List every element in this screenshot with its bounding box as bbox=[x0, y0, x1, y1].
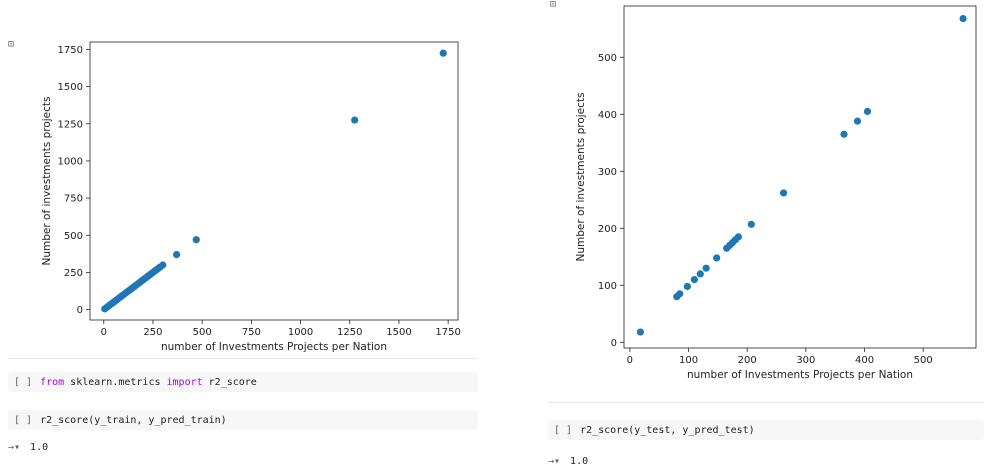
x-tick-label: 0 bbox=[101, 327, 107, 338]
data-point bbox=[439, 49, 447, 57]
x-tick-label: 400 bbox=[855, 355, 874, 366]
run-cell-button[interactable]: [ ] bbox=[14, 414, 33, 426]
y-axis-label: Number of investments projects bbox=[41, 97, 53, 266]
output-toggle-icon[interactable]: →▾ bbox=[548, 455, 561, 467]
y-tick-label: 1500 bbox=[58, 82, 83, 93]
output-value: 1.0 bbox=[570, 455, 589, 467]
data-point bbox=[702, 264, 710, 272]
y-tick-label: 200 bbox=[598, 224, 617, 235]
y-tick-label: 1750 bbox=[58, 45, 83, 56]
data-point bbox=[351, 116, 359, 124]
code-text: r2_score(y_test, y_pred_test) bbox=[580, 424, 755, 436]
plot-frame bbox=[623, 5, 977, 349]
x-tick-label: 1000 bbox=[288, 327, 313, 338]
scatter-chart-train: 0 250 500 750 1000 1250 1500 1750 0 250 500 750 1000… bbox=[41, 41, 461, 353]
left-notebook-pane: ⊡ 0 250 500 750 1000 1250 1500 1750 0 250 500 750 10… bbox=[8, 39, 478, 454]
data-point bbox=[959, 14, 967, 23]
x-tick-label: 500 bbox=[193, 327, 212, 338]
x-tick-label: 250 bbox=[143, 327, 162, 338]
y-tick-label: 250 bbox=[64, 268, 83, 279]
y-tick-label: 1250 bbox=[58, 119, 83, 130]
cell-output: →▾ 1.0 bbox=[8, 440, 48, 454]
code-cell-import[interactable]: [ ] from sklearn.metrics import r2_score bbox=[8, 372, 478, 392]
x-tick-label: 200 bbox=[738, 355, 757, 366]
y-tick-label: 500 bbox=[598, 53, 617, 64]
x-tick-label: 0 bbox=[627, 355, 633, 366]
x-tick-label: 100 bbox=[679, 355, 698, 366]
plot-frame bbox=[89, 41, 459, 321]
data-point bbox=[747, 220, 755, 228]
data-point bbox=[734, 233, 742, 241]
output-toggle-icon[interactable]: ⊡ bbox=[8, 39, 15, 50]
code-cell-r2-train[interactable]: [ ] r2_score(y_train, y_pred_train) bbox=[8, 410, 478, 430]
y-tick-label: 0 bbox=[77, 305, 83, 316]
data-point bbox=[696, 270, 704, 278]
output-toggle-icon[interactable]: ⊡ bbox=[550, 0, 557, 10]
cell-output: →▾ 1.0 bbox=[548, 454, 588, 468]
code-keyword: import bbox=[166, 376, 203, 388]
run-cell-button[interactable]: [ ] bbox=[14, 376, 33, 388]
y-axis-label: Number of investments projects bbox=[575, 93, 587, 262]
y-tick-label: 400 bbox=[598, 110, 617, 121]
run-cell-button[interactable]: [ ] bbox=[554, 424, 573, 436]
y-tick-label: 0 bbox=[611, 338, 617, 349]
y-tick-label: 100 bbox=[598, 281, 617, 292]
x-tick-label: 1750 bbox=[435, 327, 460, 338]
x-tick-label: 1500 bbox=[386, 327, 411, 338]
right-notebook-pane: ⊡ 0 100 200 300 400 500 0 100 200 300 400 500 number… bbox=[530, 0, 984, 474]
x-tick-label: 300 bbox=[796, 355, 815, 366]
data-point bbox=[713, 254, 721, 262]
data-point bbox=[683, 282, 691, 291]
code-text: sklearn.metrics bbox=[64, 376, 167, 388]
y-tick-label: 1000 bbox=[58, 156, 83, 167]
x-tick-label: 750 bbox=[242, 327, 261, 338]
code-text: r2_score(y_train, y_pred_train) bbox=[40, 414, 227, 426]
data-point bbox=[853, 117, 862, 125]
data-point bbox=[636, 328, 645, 336]
code-text: r2_score bbox=[202, 376, 257, 388]
output-toggle-icon[interactable]: →▾ bbox=[8, 441, 21, 453]
data-point bbox=[779, 189, 788, 197]
data-point bbox=[690, 276, 698, 284]
y-tick-label: 500 bbox=[64, 231, 83, 242]
x-tick-label: 1250 bbox=[337, 327, 362, 338]
y-tick-label: 750 bbox=[64, 194, 83, 205]
code-cell-r2-test[interactable]: [ ] r2_score(y_test, y_pred_test) bbox=[548, 420, 984, 440]
data-point bbox=[863, 107, 872, 116]
data-point bbox=[676, 290, 684, 298]
cell-separator bbox=[548, 402, 984, 403]
data-point bbox=[192, 236, 200, 244]
x-axis-label: number of Investments Projects per Natio… bbox=[687, 369, 913, 381]
data-point bbox=[172, 250, 181, 259]
y-tick-label: 300 bbox=[598, 167, 617, 178]
x-axis-label: number of Investments Projects per Natio… bbox=[161, 341, 387, 353]
code-keyword: from bbox=[40, 376, 65, 388]
data-point bbox=[159, 261, 167, 269]
output-value: 1.0 bbox=[30, 441, 49, 453]
cell-separator bbox=[8, 358, 478, 359]
data-point bbox=[840, 130, 848, 138]
x-tick-label: 500 bbox=[914, 355, 933, 366]
